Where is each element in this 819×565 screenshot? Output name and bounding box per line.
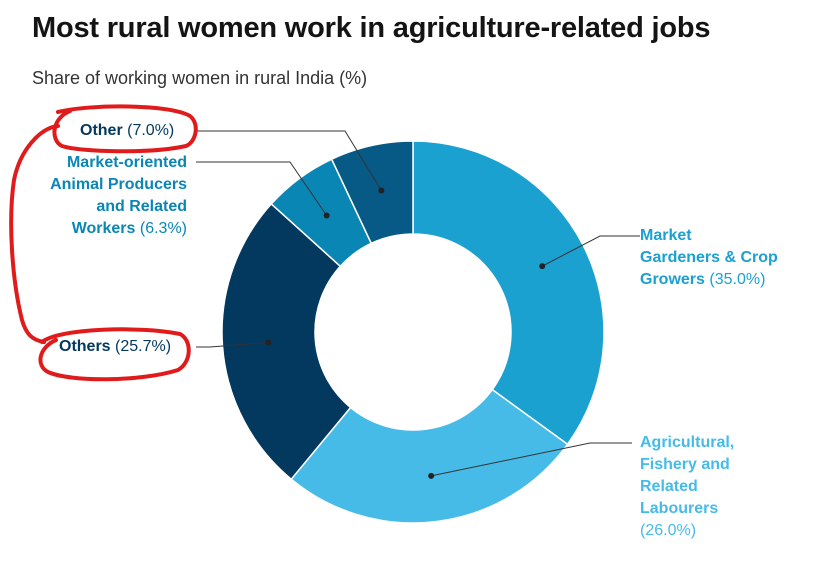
label-line: and Related [96,198,187,215]
label-market-oriented-animal-producers-and-related-workers: Market-oriented Animal Producers and Relat… [50,152,187,240]
leader-dot-agricultural-fishery-and-related-labourers [428,472,435,479]
leader-dot-market-oriented-animal-producers-and-related-workers [323,212,330,219]
label-line: Gardeners & Crop [640,249,778,266]
label-line: Other [80,122,123,139]
label-line: Labourers [640,500,719,517]
label-line: Market [640,227,692,244]
label-percent: (7.0%) [127,122,175,139]
label-other: Other (7.0%) [80,120,174,142]
slice-others [221,202,352,481]
red-annotation-stroke [38,327,191,382]
label-others: Others (25.7%) [59,336,171,358]
leader-line-agricultural-fishery-and-related-labourers [431,442,632,477]
leader-dot-market-gardeners-crop-growers [539,263,546,270]
label-line: Animal Producers [50,176,187,193]
label-line: Agricultural, [640,434,735,451]
label-percent: (25.7%) [115,338,172,355]
slice-other [330,140,414,245]
label-line: Workers [71,220,136,237]
leader-line-others [196,341,269,348]
leader-line-market-oriented-animal-producers-and-related-workers [196,161,328,216]
label-percent: (6.3%) [139,220,187,237]
chart-title: Most rural women work in agriculture-rel… [32,12,711,44]
label-agricultural-fishery-and-related-labourers: Agricultural, Fishery and Related Labourers… [640,432,734,542]
label-percent: (35.0%) [709,271,766,288]
chart-subtitle: Share of working women in rural India (%… [32,68,368,88]
red-annotation-stroke [52,104,198,154]
leader-line-market-gardeners-crop-growers [541,235,640,267]
label-line: Related [640,478,698,495]
label-line: Fishery and [640,456,730,473]
slice-agricultural-fishery-and-related-labourers [290,388,569,524]
label-market-gardeners-crop-growers: Market Gardeners & Crop Growers (35.0%) [640,225,778,291]
leader-dot-other [378,187,385,194]
slice-market-gardeners-crop-growers [412,140,605,446]
leader-line-other [196,130,382,191]
label-line: Market-oriented [66,154,187,171]
red-annotation-stroke [9,124,60,344]
label-percent: (26.0%) [640,522,697,539]
label-line: Others [59,338,111,355]
label-line: Growers [640,271,705,288]
leader-dot-others [265,339,272,346]
